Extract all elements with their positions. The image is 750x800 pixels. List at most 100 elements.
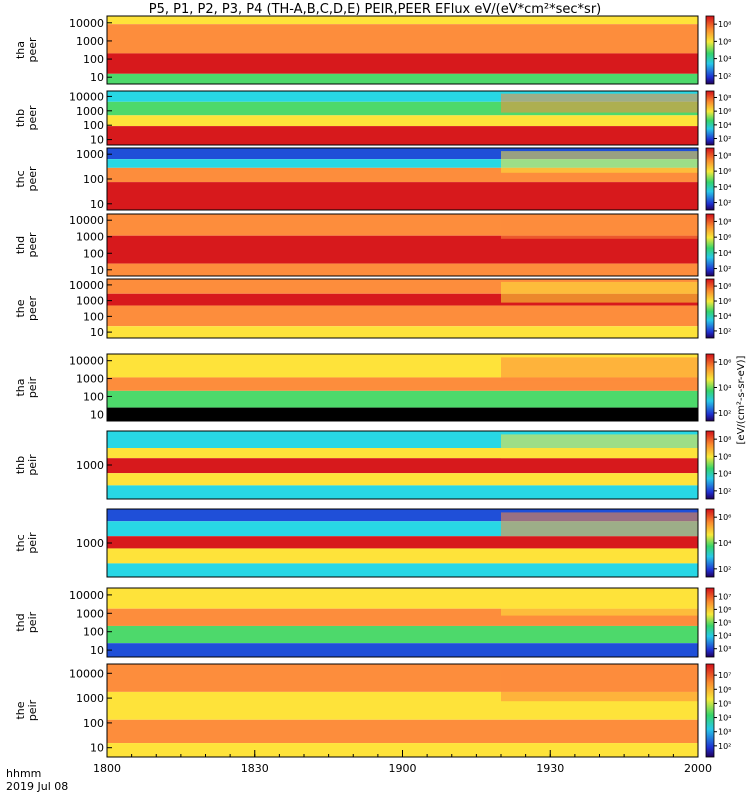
colorbar-tick-label: 10⁸ [718, 20, 731, 29]
panel-label-quantity: peir [26, 699, 39, 721]
y-tick-label: 100 [83, 310, 104, 323]
colorbar-tick-label: 10² [718, 487, 731, 496]
colorbar-tick-label: 10² [718, 565, 731, 574]
colorbar-tick-label: 10⁴ [718, 55, 731, 64]
panel-the-peir: 10 100 1000 10000 the peir 10² 10³ 10⁴ 10⁵ 10⁶ 10⁷ [14, 663, 731, 758]
y-tick-label: 10 [90, 326, 104, 339]
colorbar-tick-label: 10⁶ [718, 605, 731, 614]
panel-frame [106, 587, 699, 658]
y-tick-label: 10000 [69, 214, 104, 227]
spectrogram-region [501, 151, 698, 173]
y-tick-label: 10000 [69, 667, 104, 680]
spectrogram-band [107, 293, 698, 306]
spectrogram-band [107, 148, 698, 160]
panel-label-probe: thb [14, 456, 27, 474]
colorbar-tick-label: 10² [718, 742, 731, 751]
spectrogram-band [107, 91, 698, 102]
panel-thb-peir: 1000 thb peir 10² 10⁴ 10⁶ 10⁸ [14, 430, 731, 500]
panel-label-probe: thc [14, 170, 27, 187]
colorbar [705, 90, 715, 146]
panel-label-quantity: peer [26, 232, 39, 258]
panel-the-peer: 10 100 1000 10000 the peer 10² 10⁴ 10⁶ 10⁸ [14, 278, 731, 339]
spectrogram-band [107, 458, 698, 474]
spectrogram-region [501, 93, 698, 113]
y-tick-label: 10 [90, 264, 104, 277]
spectrogram-band [107, 115, 698, 127]
panel-tha-peir: 10 100 1000 10000 tha peir 10² 10⁴ 10⁶ [14, 353, 731, 422]
colorbar-tick-label: 10⁸ [718, 151, 731, 160]
colorbar-tick-label: 10⁷ [718, 671, 731, 680]
date-label: 2019 Jul 08 [6, 780, 69, 793]
colorbar-tick-label: 10² [718, 327, 731, 336]
x-tick-label: 1800 [93, 762, 121, 775]
y-tick-label: 10000 [69, 279, 104, 292]
colorbar-tick-label: 10⁴ [718, 714, 731, 723]
x-tick-label: 2000 [684, 762, 712, 775]
colorbar-tick-label: 10⁶ [718, 452, 731, 461]
panel-label-probe: thc [14, 534, 27, 551]
y-tick-label: 100 [83, 247, 104, 260]
spectrogram-band [107, 263, 698, 276]
colorbar-tick-label: 10² [718, 409, 731, 418]
panel-label-probe: the [14, 701, 27, 719]
spectrogram-band [107, 625, 698, 644]
spectrogram-band [107, 563, 698, 577]
y-tick-label: 1000 [76, 35, 104, 48]
panel-label-quantity: peir [26, 454, 39, 476]
panel-label-probe: tha [14, 41, 27, 59]
colorbar-tick-label: 10² [718, 72, 731, 81]
panel-frame [106, 278, 699, 339]
spectrogram-band [107, 485, 698, 499]
panel-label-quantity: peer [26, 166, 39, 192]
x-tick-label: 1830 [241, 762, 269, 775]
spectrogram-band [107, 182, 698, 210]
colorbar-tick-label: 10⁷ [718, 592, 731, 601]
y-tick-label: 1000 [76, 459, 104, 472]
panel-label-quantity: peer [26, 296, 39, 322]
spectrogram-band [107, 53, 698, 74]
y-tick-label: 100 [83, 119, 104, 132]
spectrogram-band [107, 548, 698, 564]
y-tick-label: 1000 [76, 231, 104, 244]
y-tick-label: 10 [90, 742, 104, 755]
colorbar-tick-label: 10⁴ [718, 384, 731, 393]
colorbar-tick-label: 10⁴ [718, 632, 731, 641]
colorbar-tick-label: 10⁵ [718, 699, 731, 708]
x-tick-label: 1930 [536, 762, 564, 775]
y-tick-label: 100 [83, 173, 104, 186]
spectrogram-band [107, 235, 698, 264]
spectrogram-region [501, 357, 698, 381]
panel-label-quantity: peir [26, 532, 39, 554]
x-tick-label: 1900 [389, 762, 417, 775]
spectrogram-region [501, 591, 698, 616]
colorbar [705, 430, 715, 500]
spectrogram-band [107, 536, 698, 549]
colorbar-tick-label: 10⁶ [718, 233, 731, 242]
spectrogram-region [501, 217, 698, 239]
colorbar-tick-label: 10⁶ [718, 37, 731, 46]
spectrogram-band [107, 126, 698, 145]
spectrogram-band [107, 24, 698, 54]
spectrogram-band [107, 159, 698, 168]
panel-label-probe: the [14, 299, 27, 317]
colorbar-tick-label: 10⁸ [718, 282, 731, 291]
panel-thc-peer: 10 100 1000 thc peer 10² 10⁴ 10⁶ 10⁸ [14, 147, 731, 211]
spectrogram-band [107, 73, 698, 84]
colorbar-tick-label: 10⁸ [718, 217, 731, 226]
panel-label-probe: tha [14, 378, 27, 396]
panel-thc-peir: 1000 thc peir 10² 10⁴ 10⁶ [14, 508, 731, 578]
spectrogram-band [107, 305, 698, 327]
colorbar [705, 15, 715, 85]
colorbar-tick-label: 10⁶ [718, 685, 731, 694]
colorbar-tick-label: 10⁴ [718, 470, 731, 479]
time-axis-label: hhmm [6, 767, 42, 780]
spectrogram-band [107, 407, 698, 421]
panel-thd-peir: 10 100 1000 10000 thd peir 10³ 10⁴ 10⁵ 10⁶ 10⁷ [14, 587, 731, 658]
y-tick-label: 10 [90, 644, 104, 657]
panel-thd-peer: 10 100 1000 10000 thd peer 10² 10⁴ 10⁶ 10⁸ [14, 213, 731, 277]
colorbar-tick-label: 10² [718, 135, 731, 144]
colorbar [705, 353, 715, 422]
panel-label-probe: thd [14, 613, 27, 631]
spectrogram-band [107, 16, 698, 25]
